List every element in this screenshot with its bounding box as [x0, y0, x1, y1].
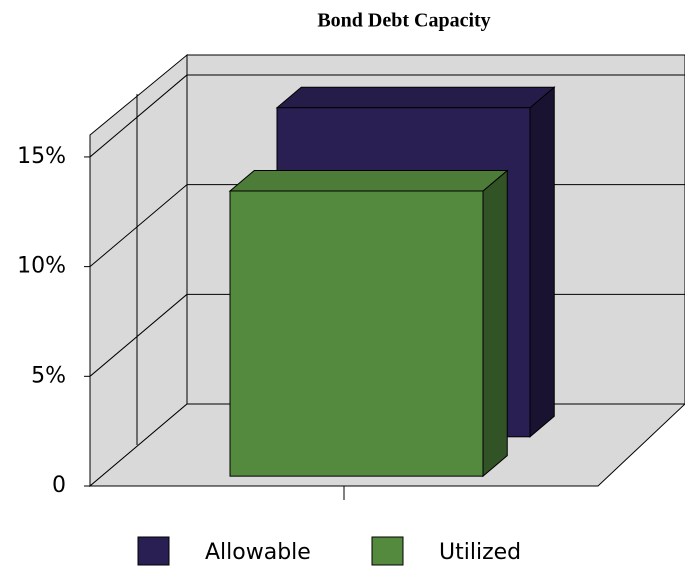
legend-swatch: [371, 536, 404, 566]
y-tick-label: 5%: [31, 363, 66, 388]
y-tick-label: 0: [52, 473, 66, 498]
bar-top: [228, 169, 509, 192]
grid-line: [89, 74, 188, 158]
grid-line: [89, 184, 188, 268]
y-tick-label: 15%: [17, 144, 66, 169]
bar-side: [482, 169, 508, 478]
grid-line: [89, 293, 188, 377]
bar-top: [275, 86, 556, 109]
chart-title: Bond Debt Capacity: [317, 10, 490, 32]
bar: [229, 190, 484, 477]
legend-label: Allowable: [205, 540, 311, 565]
y-tick-label: 10%: [17, 254, 66, 279]
legend-swatch: [137, 536, 170, 566]
bar-side: [529, 86, 555, 438]
legend-label: Utilized: [439, 540, 521, 565]
